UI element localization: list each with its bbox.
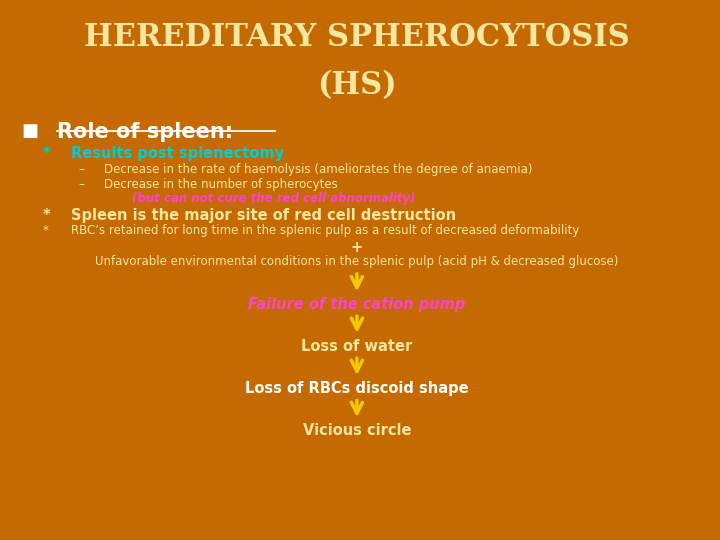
Text: (HS): (HS) bbox=[317, 70, 397, 101]
Text: *: * bbox=[42, 208, 50, 224]
Text: +: + bbox=[351, 240, 363, 255]
Text: *: * bbox=[42, 146, 50, 161]
Text: Vicious circle: Vicious circle bbox=[302, 423, 411, 438]
Text: Spleen is the major site of red cell destruction: Spleen is the major site of red cell des… bbox=[71, 208, 456, 224]
Text: –: – bbox=[78, 163, 84, 176]
Text: Decrease in the number of spherocytes: Decrease in the number of spherocytes bbox=[104, 178, 337, 191]
Text: Failure of the cation pump: Failure of the cation pump bbox=[248, 297, 466, 312]
Text: Loss of RBCs discoid shape: Loss of RBCs discoid shape bbox=[245, 381, 469, 396]
Text: Loss of water: Loss of water bbox=[301, 339, 413, 354]
Text: –: – bbox=[78, 178, 84, 191]
Text: ■: ■ bbox=[22, 122, 38, 139]
Text: *: * bbox=[42, 224, 49, 237]
Text: (but can not cure the red cell abnormality): (but can not cure the red cell abnormali… bbox=[132, 192, 415, 205]
Text: RBC’s retained for long time in the splenic pulp as a result of decreased deform: RBC’s retained for long time in the sple… bbox=[71, 224, 580, 237]
Text: Role of spleen:: Role of spleen: bbox=[57, 122, 233, 141]
Text: HEREDITARY SPHEROCYTOSIS: HEREDITARY SPHEROCYTOSIS bbox=[84, 22, 630, 52]
Text: Unfavorable environmental conditions in the splenic pulp (acid pH & decreased gl: Unfavorable environmental conditions in … bbox=[95, 255, 618, 268]
Text: Results post splenectomy: Results post splenectomy bbox=[71, 146, 284, 161]
Text: Decrease in the rate of haemolysis (ameliorates the degree of anaemia): Decrease in the rate of haemolysis (amel… bbox=[104, 163, 532, 176]
